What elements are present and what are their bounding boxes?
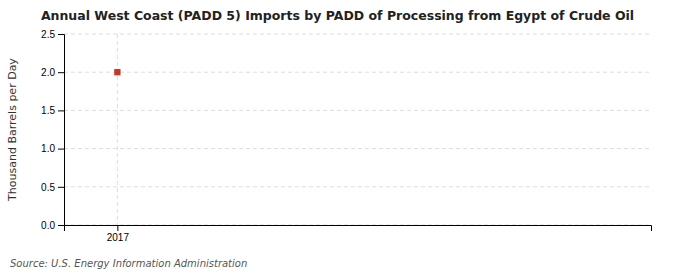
tick-label: 1.0 (41, 143, 55, 154)
tick-mark (58, 110, 64, 111)
tick-label: 2.0 (41, 67, 55, 78)
tick-mark (58, 34, 64, 35)
tick-label: 1.5 (41, 105, 55, 116)
grid (64, 34, 651, 225)
tick-label: 2017 (107, 232, 130, 243)
grid-line (64, 34, 651, 35)
tick-label: 0.0 (41, 220, 55, 231)
y-axis-line (58, 35, 65, 226)
tick-mark (58, 149, 64, 150)
chart: 2017 0.0 0.5 1.0 1.5 2.0 2.5 Annual West Coast … (0, 0, 675, 275)
y-axis-tick: 0.5 (41, 182, 64, 193)
y-axis: 0.0 0.5 1.0 1.5 2.0 2.5 (41, 29, 64, 231)
y-axis-tick: 0.0 (41, 220, 64, 231)
y-axis-tick: 1.5 (41, 105, 64, 116)
y-axis-tick: 2.5 (41, 29, 64, 40)
tick-label: 2.5 (41, 29, 55, 40)
y-axis-tick: 2.0 (41, 67, 64, 78)
tick-mark (58, 187, 64, 188)
plot: 2017 0.0 0.5 1.0 1.5 2.0 2.5 (41, 29, 651, 243)
tick-mark (58, 225, 64, 226)
marks (114, 69, 120, 75)
tick-mark (58, 72, 64, 73)
point (114, 69, 120, 75)
tick-mark (117, 225, 118, 231)
x-axis-tick: 2017 (107, 225, 130, 243)
grid-line (64, 148, 651, 149)
source: Source: U.S. Energy Information Administ… (10, 258, 247, 269)
grid-line (117, 34, 118, 225)
y-axis-tick: 1.0 (41, 143, 64, 154)
x-axis: 2017 (65, 225, 652, 243)
y-axis-title: Thousand Barrels per Day (6, 58, 19, 202)
title: Annual West Coast (PADD 5) Imports by PA… (41, 8, 634, 23)
grid-line (64, 186, 651, 187)
x-axis-line (65, 226, 652, 232)
tick-label: 0.5 (41, 182, 55, 193)
grid-line (64, 72, 651, 73)
grid-line (64, 110, 651, 111)
